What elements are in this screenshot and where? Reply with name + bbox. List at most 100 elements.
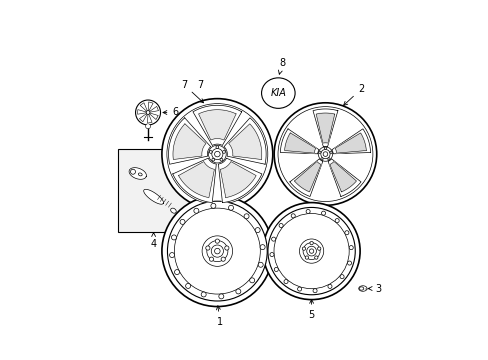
Ellipse shape [299,239,323,263]
Circle shape [321,211,325,215]
Circle shape [221,257,225,261]
Ellipse shape [214,248,220,254]
Circle shape [290,214,295,218]
Polygon shape [224,118,265,164]
Text: 5: 5 [308,300,314,320]
Text: 4: 4 [150,233,156,249]
Circle shape [205,246,209,250]
Text: 8: 8 [278,58,285,74]
Polygon shape [172,158,216,203]
Circle shape [220,158,223,161]
Polygon shape [173,124,205,159]
Circle shape [215,239,219,243]
Circle shape [334,219,339,223]
Ellipse shape [263,203,359,300]
Circle shape [209,150,212,153]
Circle shape [258,262,263,267]
Circle shape [312,289,316,293]
Polygon shape [289,159,322,197]
Polygon shape [148,107,158,112]
Circle shape [174,270,179,275]
Circle shape [344,231,348,235]
Circle shape [208,145,226,163]
Ellipse shape [261,78,294,108]
Polygon shape [148,113,158,120]
Polygon shape [139,113,147,122]
Text: 7: 7 [197,80,203,90]
Circle shape [171,235,176,240]
Circle shape [320,149,329,159]
Circle shape [347,261,351,265]
Polygon shape [329,162,356,192]
Circle shape [201,292,206,297]
Circle shape [210,203,215,208]
Ellipse shape [174,208,260,294]
Ellipse shape [206,240,227,262]
Polygon shape [331,129,370,154]
Circle shape [209,257,213,261]
Ellipse shape [358,286,366,291]
Circle shape [180,219,184,224]
Polygon shape [198,110,236,140]
Circle shape [348,246,352,250]
Ellipse shape [138,173,142,176]
Circle shape [228,205,233,210]
Circle shape [320,158,323,160]
Circle shape [284,279,287,284]
Polygon shape [284,133,315,153]
Ellipse shape [273,213,348,289]
Ellipse shape [267,207,354,295]
Circle shape [235,289,241,294]
Ellipse shape [166,104,267,204]
Circle shape [224,246,228,250]
Polygon shape [327,159,360,197]
Polygon shape [312,109,337,147]
Circle shape [305,210,309,213]
Ellipse shape [202,236,232,266]
Polygon shape [316,113,334,143]
Ellipse shape [162,99,272,210]
Circle shape [309,242,313,245]
Circle shape [255,228,260,233]
Circle shape [211,149,223,159]
Circle shape [317,247,320,250]
Circle shape [314,256,317,259]
Polygon shape [143,189,163,204]
Text: 2: 2 [343,84,364,105]
Circle shape [274,267,278,271]
Circle shape [222,150,225,153]
Circle shape [329,151,331,153]
Ellipse shape [359,287,363,290]
Text: 3: 3 [367,284,381,293]
Text: 6: 6 [163,108,178,117]
Circle shape [305,256,308,259]
Circle shape [169,253,174,257]
FancyBboxPatch shape [117,149,189,232]
Polygon shape [140,103,147,112]
Ellipse shape [211,245,223,257]
Circle shape [327,284,331,288]
Ellipse shape [303,243,320,260]
Polygon shape [218,158,262,203]
Polygon shape [193,105,241,145]
Circle shape [193,208,199,213]
Ellipse shape [274,103,376,205]
Polygon shape [228,124,261,159]
Polygon shape [137,110,147,114]
Ellipse shape [306,246,316,256]
Polygon shape [178,162,214,198]
Circle shape [214,151,220,157]
Circle shape [216,146,218,149]
Circle shape [260,245,264,249]
Polygon shape [280,129,319,154]
Circle shape [244,214,248,219]
Ellipse shape [278,107,372,202]
Circle shape [135,100,160,125]
Circle shape [269,252,273,257]
Polygon shape [147,113,152,123]
Circle shape [327,158,329,160]
Circle shape [271,237,275,241]
Circle shape [145,124,150,129]
Ellipse shape [162,195,272,307]
Text: 1: 1 [216,306,223,327]
